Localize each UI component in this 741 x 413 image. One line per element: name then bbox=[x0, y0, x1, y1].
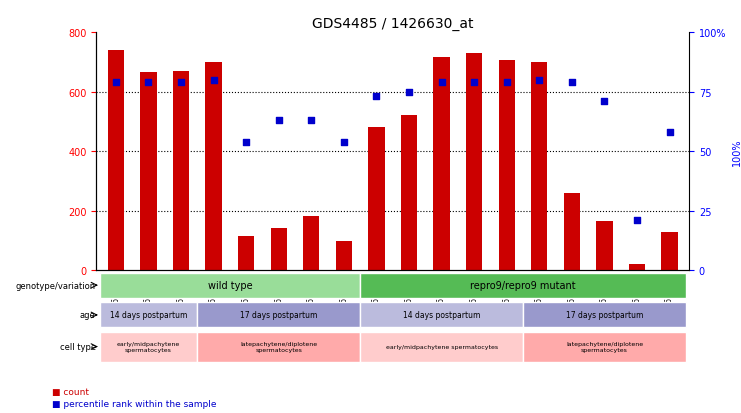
FancyBboxPatch shape bbox=[360, 332, 523, 362]
Point bbox=[142, 80, 154, 86]
Bar bbox=[662, 233, 678, 271]
Point bbox=[664, 130, 676, 136]
FancyBboxPatch shape bbox=[99, 332, 197, 362]
Bar bbox=[173, 71, 189, 271]
Text: 14 days postpartum: 14 days postpartum bbox=[403, 311, 480, 320]
Bar bbox=[629, 265, 645, 271]
Bar bbox=[238, 237, 254, 271]
Point bbox=[175, 80, 187, 86]
Point bbox=[468, 80, 480, 86]
Bar bbox=[564, 193, 580, 271]
Point bbox=[370, 94, 382, 100]
FancyBboxPatch shape bbox=[360, 273, 686, 298]
FancyBboxPatch shape bbox=[197, 332, 360, 362]
Bar bbox=[303, 216, 319, 271]
Point bbox=[501, 80, 513, 86]
FancyBboxPatch shape bbox=[360, 303, 523, 328]
Text: latepachytene/diplotene
spermatocytes: latepachytene/diplotene spermatocytes bbox=[240, 342, 317, 352]
Text: ■ percentile rank within the sample: ■ percentile rank within the sample bbox=[52, 399, 216, 408]
Text: 14 days postpartum: 14 days postpartum bbox=[110, 311, 187, 320]
FancyBboxPatch shape bbox=[99, 273, 360, 298]
Text: 17 days postpartum: 17 days postpartum bbox=[240, 311, 317, 320]
Point bbox=[240, 139, 252, 146]
Text: cell type: cell type bbox=[59, 342, 96, 351]
Point bbox=[403, 89, 415, 96]
FancyBboxPatch shape bbox=[99, 303, 197, 328]
Bar bbox=[597, 222, 613, 271]
Bar bbox=[140, 73, 156, 271]
Text: repro9/repro9 mutant: repro9/repro9 mutant bbox=[471, 280, 576, 290]
Point bbox=[436, 80, 448, 86]
Y-axis label: 100%: 100% bbox=[732, 138, 741, 166]
Point bbox=[305, 118, 317, 124]
Point bbox=[338, 139, 350, 146]
FancyBboxPatch shape bbox=[197, 303, 360, 328]
Point bbox=[273, 118, 285, 124]
Bar bbox=[433, 57, 450, 271]
Text: wild type: wild type bbox=[207, 280, 252, 290]
Bar bbox=[205, 63, 222, 271]
Bar bbox=[270, 228, 287, 271]
Bar bbox=[401, 116, 417, 271]
Title: GDS4485 / 1426630_at: GDS4485 / 1426630_at bbox=[312, 17, 473, 31]
Text: early/midpachytene
spermatocytes: early/midpachytene spermatocytes bbox=[117, 342, 180, 352]
Text: genotype/variation: genotype/variation bbox=[16, 281, 96, 290]
Bar bbox=[368, 128, 385, 271]
Point bbox=[207, 77, 219, 84]
Bar bbox=[531, 63, 548, 271]
FancyBboxPatch shape bbox=[523, 332, 686, 362]
Text: early/midpachytene spermatocytes: early/midpachytene spermatocytes bbox=[385, 344, 498, 349]
Bar bbox=[499, 61, 515, 271]
Point bbox=[566, 80, 578, 86]
Text: age: age bbox=[80, 311, 96, 320]
FancyBboxPatch shape bbox=[523, 303, 686, 328]
Bar bbox=[466, 54, 482, 271]
Point bbox=[599, 99, 611, 105]
Bar bbox=[107, 51, 124, 271]
Text: latepachytene/diplotene
spermatocytes: latepachytene/diplotene spermatocytes bbox=[566, 342, 643, 352]
Bar bbox=[336, 241, 352, 271]
Point bbox=[534, 77, 545, 84]
Point bbox=[631, 217, 643, 224]
Point bbox=[110, 80, 122, 86]
Text: 17 days postpartum: 17 days postpartum bbox=[566, 311, 643, 320]
Text: ■ count: ■ count bbox=[52, 387, 89, 396]
